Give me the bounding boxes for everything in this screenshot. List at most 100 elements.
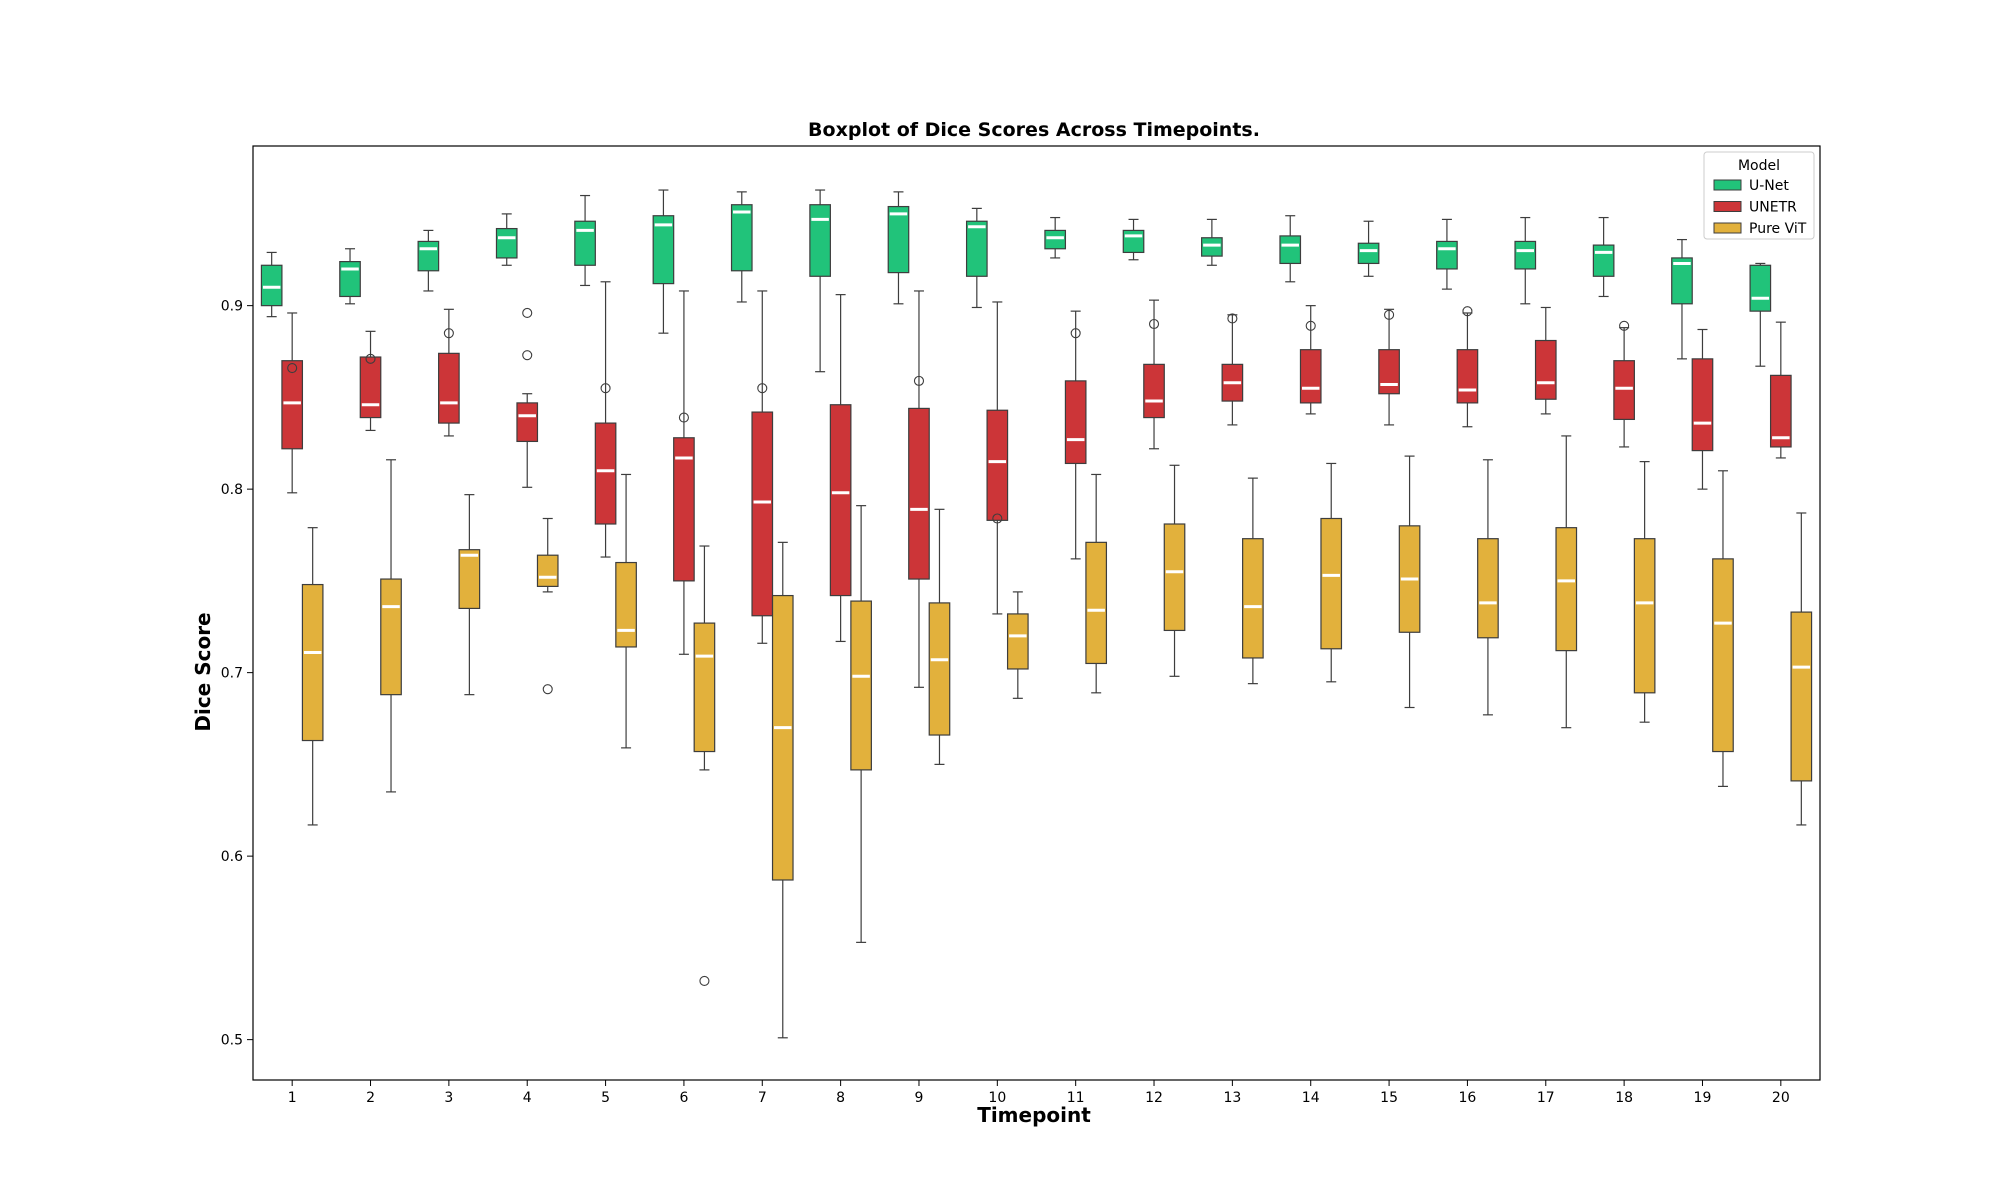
box-u-net <box>1279 215 1302 283</box>
x-tick-label: 1 <box>288 1090 297 1106</box>
box-unetr <box>1299 305 1322 415</box>
box-iqr <box>458 549 481 610</box>
box-u-net <box>887 191 910 305</box>
box-u-net <box>1671 238 1693 360</box>
box-unetr <box>1378 308 1400 426</box>
legend-label: Pure ViT <box>1749 221 1807 237</box>
x-tick-label: 2 <box>366 1090 375 1106</box>
x-tick-label: 8 <box>836 1090 845 1106</box>
box-pure-vit <box>1163 464 1186 677</box>
box-pure-vit <box>1242 477 1264 685</box>
box-iqr <box>1044 229 1067 250</box>
box-pure-vit <box>1006 591 1029 699</box>
box-iqr <box>495 227 518 259</box>
box-iqr <box>965 220 988 277</box>
box-u-net <box>574 194 596 287</box>
box-u-net <box>1122 218 1145 261</box>
box-pure-vit <box>850 505 872 943</box>
box-u-net <box>1592 216 1615 298</box>
box-iqr <box>1749 264 1772 312</box>
outlier-point <box>542 684 553 695</box>
box-u-net <box>1749 262 1772 367</box>
outlier-point <box>757 383 768 394</box>
x-tick-label: 12 <box>1145 1090 1163 1106</box>
box-iqr <box>1477 538 1499 639</box>
box-pure-vit <box>928 508 951 765</box>
legend-frame <box>1703 151 1815 240</box>
box-iqr <box>1671 257 1693 305</box>
box-u-net <box>1357 220 1380 277</box>
outlier-point <box>699 975 710 986</box>
box-pure-vit <box>301 527 324 826</box>
box-u-net <box>965 207 988 309</box>
box-iqr <box>260 264 283 307</box>
box-u-net <box>339 248 361 305</box>
box-iqr <box>1242 538 1264 659</box>
outlier-point <box>1305 320 1316 331</box>
box-u-net <box>417 229 440 292</box>
outlier-point <box>522 307 533 319</box>
box-iqr <box>1357 242 1380 265</box>
box-iqr <box>1790 611 1813 782</box>
box-unetr <box>1769 321 1792 459</box>
box-iqr <box>1456 349 1479 404</box>
x-tick-label: 9 <box>915 1090 924 1106</box>
box-iqr <box>1514 240 1537 270</box>
box-iqr <box>986 409 1009 521</box>
legend-swatch <box>1713 201 1742 212</box>
box-pure-vit <box>693 545 716 986</box>
box-iqr <box>1592 244 1615 277</box>
x-tick-label: 3 <box>444 1090 453 1106</box>
outlier-point <box>443 328 454 339</box>
outlier-point <box>678 412 689 423</box>
box-u-net <box>1044 216 1067 259</box>
x-tick-label: 18 <box>1615 1090 1633 1106</box>
plot-frame <box>252 145 1821 1081</box>
plot-area <box>260 189 1813 1039</box>
box-iqr <box>536 554 559 587</box>
x-tick-label: 7 <box>758 1090 767 1106</box>
outlier-point <box>1384 309 1395 320</box>
chart-title: Boxplot of Dice Scores Across Timepoints… <box>808 119 1260 141</box>
box-u-net <box>730 191 753 303</box>
box-unetr <box>281 312 304 494</box>
x-tick-label: 17 <box>1537 1090 1555 1106</box>
box-iqr <box>1006 613 1029 670</box>
box-iqr <box>1143 363 1165 419</box>
box-iqr <box>1320 517 1343 650</box>
legend: Model U-Net UNETR Pure ViT <box>1703 151 1815 240</box>
box-iqr <box>1122 229 1145 254</box>
box-iqr <box>1633 538 1656 694</box>
box-iqr <box>438 352 460 424</box>
box-iqr <box>1085 541 1108 665</box>
x-tick-label: 14 <box>1302 1090 1320 1106</box>
x-tick-label: 6 <box>679 1090 688 1106</box>
box-unetr <box>829 294 852 643</box>
y-axis-title: Dice Score <box>191 612 215 731</box>
box-iqr <box>1712 558 1734 753</box>
box-iqr <box>751 411 774 617</box>
box-iqr <box>693 622 716 753</box>
x-tick-label: 15 <box>1380 1090 1398 1106</box>
box-iqr <box>339 261 361 298</box>
box-pure-vit <box>1712 470 1734 788</box>
box-pure-vit <box>1633 461 1656 723</box>
outlier-point <box>1227 313 1238 324</box>
box-iqr <box>1064 380 1087 465</box>
box-iqr <box>615 561 637 648</box>
x-tick-label: 13 <box>1223 1090 1241 1106</box>
x-tick-label: 11 <box>1067 1090 1085 1106</box>
box-pure-vit <box>1320 462 1343 683</box>
box-pure-vit <box>380 459 402 793</box>
outlier-point <box>365 353 376 364</box>
y-tick-label: 0.6 <box>221 849 243 865</box>
box-u-net <box>809 189 831 373</box>
box-u-net <box>1436 218 1458 290</box>
box-unetr <box>1691 328 1714 490</box>
box-unetr <box>1064 310 1087 560</box>
box-u-net <box>260 251 283 318</box>
outlier-point <box>287 362 298 374</box>
box-pure-vit <box>1477 459 1499 716</box>
